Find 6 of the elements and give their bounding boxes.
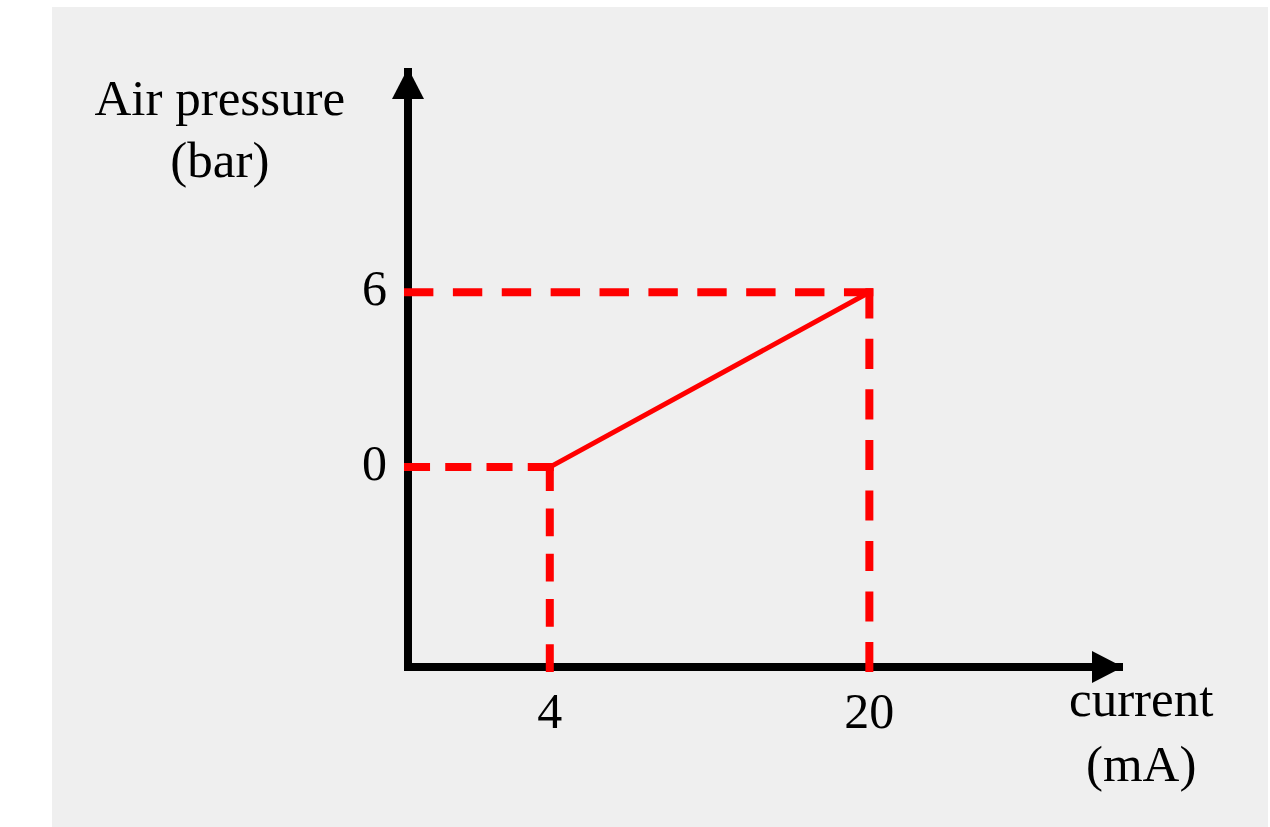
x-tick-label: 4 <box>537 683 563 740</box>
x-tick-label: 20 <box>844 683 895 740</box>
y-axis-title: Air pressure (bar) <box>94 69 346 190</box>
y-tick-label: 0 <box>362 435 387 492</box>
x-axis-title: current (mA) <box>1069 670 1214 794</box>
y-tick-label: 6 <box>362 260 387 317</box>
